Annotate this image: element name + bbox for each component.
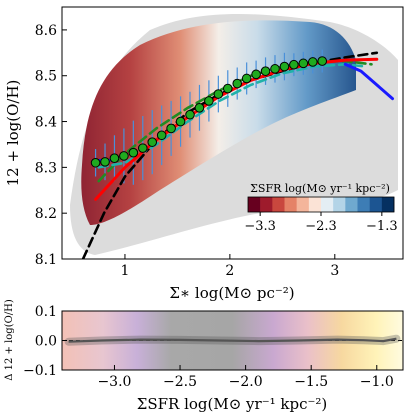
colorbar-swatch bbox=[284, 197, 297, 212]
median-point bbox=[166, 123, 176, 134]
colorbar-tick-label: −2.3 bbox=[305, 219, 337, 234]
top-ytick-label: 8.4 bbox=[35, 115, 57, 131]
median-point bbox=[241, 73, 252, 84]
top-axes-frame bbox=[61, 6, 404, 260]
median-point bbox=[222, 83, 233, 94]
top-xlabel: Σ∗ log(M⊙ pc⁻²) bbox=[169, 284, 294, 302]
top-xtick-label: 3 bbox=[330, 263, 339, 279]
colorbar-swatch bbox=[345, 197, 358, 212]
median-point bbox=[270, 64, 280, 74]
median-point bbox=[260, 66, 271, 76]
bottom-xlabel: ΣSFR log(M⊙ yr⁻¹ kpc⁻²) bbox=[137, 395, 328, 413]
colorbar-swatch bbox=[296, 197, 310, 212]
bottom-xtick-label: −1.0 bbox=[360, 374, 394, 390]
bottom-panel: −3.0 −2.5 −2.0 −1.5 −1.0 −0.1 0.0 0.1 Δ 12 + lo… bbox=[4, 299, 404, 413]
top-ytick-label: 8.2 bbox=[35, 206, 57, 222]
top-panel: 1 2 3 8.1 8.2 8.3 8.4 8.5 8.6 12 + log(O/H) Σ∗ l… bbox=[4, 6, 404, 302]
median-point bbox=[204, 96, 214, 106]
median-point bbox=[109, 153, 120, 163]
median-point bbox=[289, 59, 299, 70]
median-point bbox=[317, 56, 328, 66]
bottom-xtick-label: −1.5 bbox=[294, 374, 328, 390]
bottom-xtick-label: −3.0 bbox=[97, 374, 131, 390]
median-point bbox=[147, 137, 158, 147]
bottom-ytick-label: 0.1 bbox=[35, 304, 57, 320]
median-point bbox=[307, 57, 318, 67]
median-point bbox=[232, 78, 243, 89]
colorbar-tick-label: −1.3 bbox=[366, 219, 398, 234]
top-ytick-label: 8.5 bbox=[35, 69, 57, 85]
residual-line-path bbox=[68, 337, 397, 343]
colorbar-swatch bbox=[260, 197, 273, 212]
colorbar-swatches bbox=[248, 197, 395, 212]
median-point bbox=[100, 157, 110, 167]
median-point bbox=[298, 58, 309, 69]
top-ylabel: 12 + log(O/H) bbox=[4, 80, 22, 187]
fit-line bbox=[343, 62, 394, 101]
bottom-ylabel: Δ 12 + log(O/H) bbox=[4, 299, 15, 381]
top-xtick-label: 2 bbox=[225, 263, 234, 279]
bottom-ytick-label: 0.0 bbox=[35, 334, 57, 350]
median-point bbox=[251, 69, 261, 80]
median-point bbox=[119, 151, 129, 161]
colorbar-swatch bbox=[248, 197, 261, 212]
bottom-ytick-label: −0.1 bbox=[23, 363, 57, 379]
colorbar-swatch bbox=[272, 197, 285, 212]
median-point bbox=[213, 89, 224, 99]
median-point bbox=[156, 130, 167, 141]
bottom-xtick-label: −2.0 bbox=[229, 374, 263, 390]
bottom-xtick-label: −2.5 bbox=[163, 374, 197, 390]
top-ytick-label: 8.3 bbox=[35, 160, 57, 176]
colorbar-label: ΣSFR log(M⊙ yr⁻¹ kpc⁻²) bbox=[250, 182, 390, 195]
median-point bbox=[194, 103, 205, 113]
median-point bbox=[90, 157, 101, 168]
colorbar-swatch bbox=[381, 197, 395, 212]
top-xtick-label: 1 bbox=[120, 263, 129, 279]
median-point bbox=[185, 109, 195, 120]
colorbar-swatch bbox=[369, 197, 383, 212]
colorbar: ΣSFR log(M⊙ yr⁻¹ kpc⁻²) −3.3 −2.3 −1.3 bbox=[244, 182, 397, 234]
median-point bbox=[175, 116, 186, 127]
median-point bbox=[279, 61, 290, 72]
top-axis-ticks: 1 2 3 8.1 8.2 8.3 8.4 8.5 8.6 bbox=[35, 23, 340, 279]
colorbar-ticks: −3.3 −2.3 −1.3 bbox=[244, 212, 398, 234]
colorbar-swatch bbox=[308, 197, 322, 212]
median-point bbox=[128, 147, 139, 158]
top-ytick-label: 8.1 bbox=[35, 252, 57, 268]
residual-line bbox=[64, 334, 401, 346]
median-points bbox=[90, 56, 328, 168]
colorbar-swatch bbox=[321, 197, 334, 212]
colorbar-swatch bbox=[333, 197, 346, 212]
top-ytick-label: 8.6 bbox=[35, 23, 57, 39]
bottom-axis-ticks: −3.0 −2.5 −2.0 −1.5 −1.0 −0.1 0.0 0.1 bbox=[23, 304, 394, 390]
colorbar-swatch bbox=[357, 197, 370, 212]
colorbar-tick-label: −3.3 bbox=[244, 219, 276, 234]
fit-line bbox=[94, 57, 379, 201]
median-point bbox=[137, 143, 148, 153]
